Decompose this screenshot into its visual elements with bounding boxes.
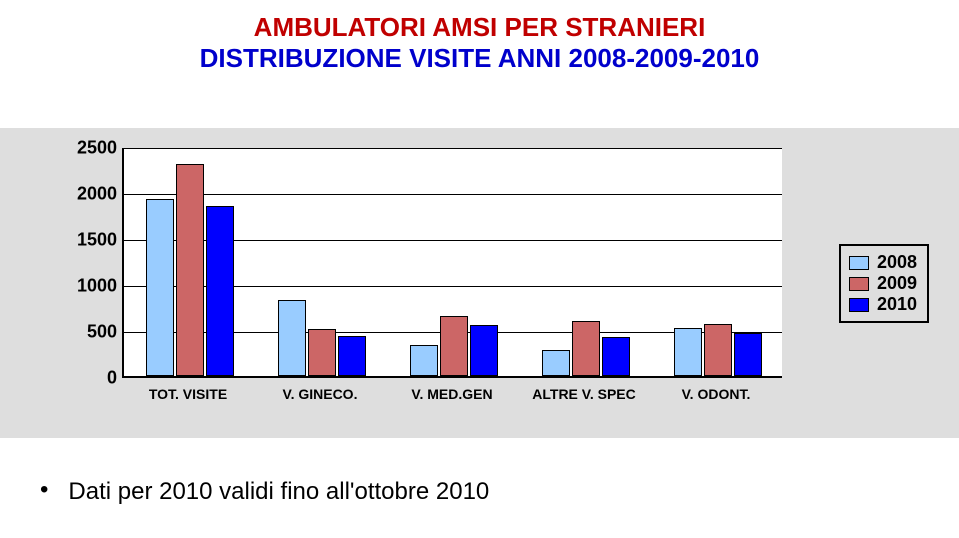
y-tick-label: 2000	[67, 184, 117, 205]
y-tick-label: 1000	[67, 276, 117, 297]
bar-2010	[338, 336, 366, 376]
bar-2008	[542, 350, 570, 376]
bar-2009	[176, 164, 204, 376]
x-tick-label: V. MED.GEN	[386, 386, 518, 402]
bar-2008	[146, 199, 174, 376]
legend-item: 2009	[849, 273, 919, 294]
bar-2008	[674, 328, 702, 376]
legend-swatch	[849, 256, 869, 270]
plot-area	[122, 148, 782, 378]
chart-band: 0 500 1000 1500 2000 2500 TOT. VISITEV. GINEC…	[0, 128, 959, 438]
legend-swatch	[849, 298, 869, 312]
y-tick-label: 1500	[67, 230, 117, 251]
bar-2010	[470, 325, 498, 376]
legend-swatch	[849, 277, 869, 291]
gridline	[124, 148, 782, 149]
x-tick-label: V. ODONT.	[650, 386, 782, 402]
legend-item: 2008	[849, 252, 919, 273]
legend-label: 2010	[877, 294, 917, 315]
footnote-text: Dati per 2010 validi fino all'ottobre 20…	[68, 478, 489, 506]
bar-2010	[206, 206, 234, 376]
visits-bar-chart: 05001000150020002500 TOT. VISITEV. GINEC…	[62, 148, 782, 418]
x-tick-label: ALTRE V. SPEC	[518, 386, 650, 402]
bullet-icon: •	[40, 478, 48, 502]
y-tick-label: 2500	[67, 138, 117, 159]
page-title-line2: DISTRIBUZIONE VISITE ANNI 2008-2009-2010	[0, 43, 959, 74]
bar-2009	[572, 321, 600, 376]
legend-label: 2008	[877, 252, 917, 273]
footnote: • Dati per 2010 validi fino all'ottobre …	[40, 478, 489, 506]
bar-2009	[440, 316, 468, 376]
bar-2009	[704, 324, 732, 376]
page-title-line1: AMBULATORI AMSI PER STRANIERI	[0, 12, 959, 43]
y-tick-label: 0	[67, 368, 117, 389]
x-tick-label: TOT. VISITE	[122, 386, 254, 402]
chart-legend: 200820092010	[839, 244, 929, 323]
gridline	[124, 194, 782, 195]
y-tick-label: 500	[67, 322, 117, 343]
legend-label: 2009	[877, 273, 917, 294]
bar-2009	[308, 329, 336, 376]
bar-2008	[278, 300, 306, 376]
bar-2010	[602, 337, 630, 376]
x-tick-label: V. GINECO.	[254, 386, 386, 402]
legend-item: 2010	[849, 294, 919, 315]
bar-2008	[410, 345, 438, 376]
bar-2010	[734, 333, 762, 376]
